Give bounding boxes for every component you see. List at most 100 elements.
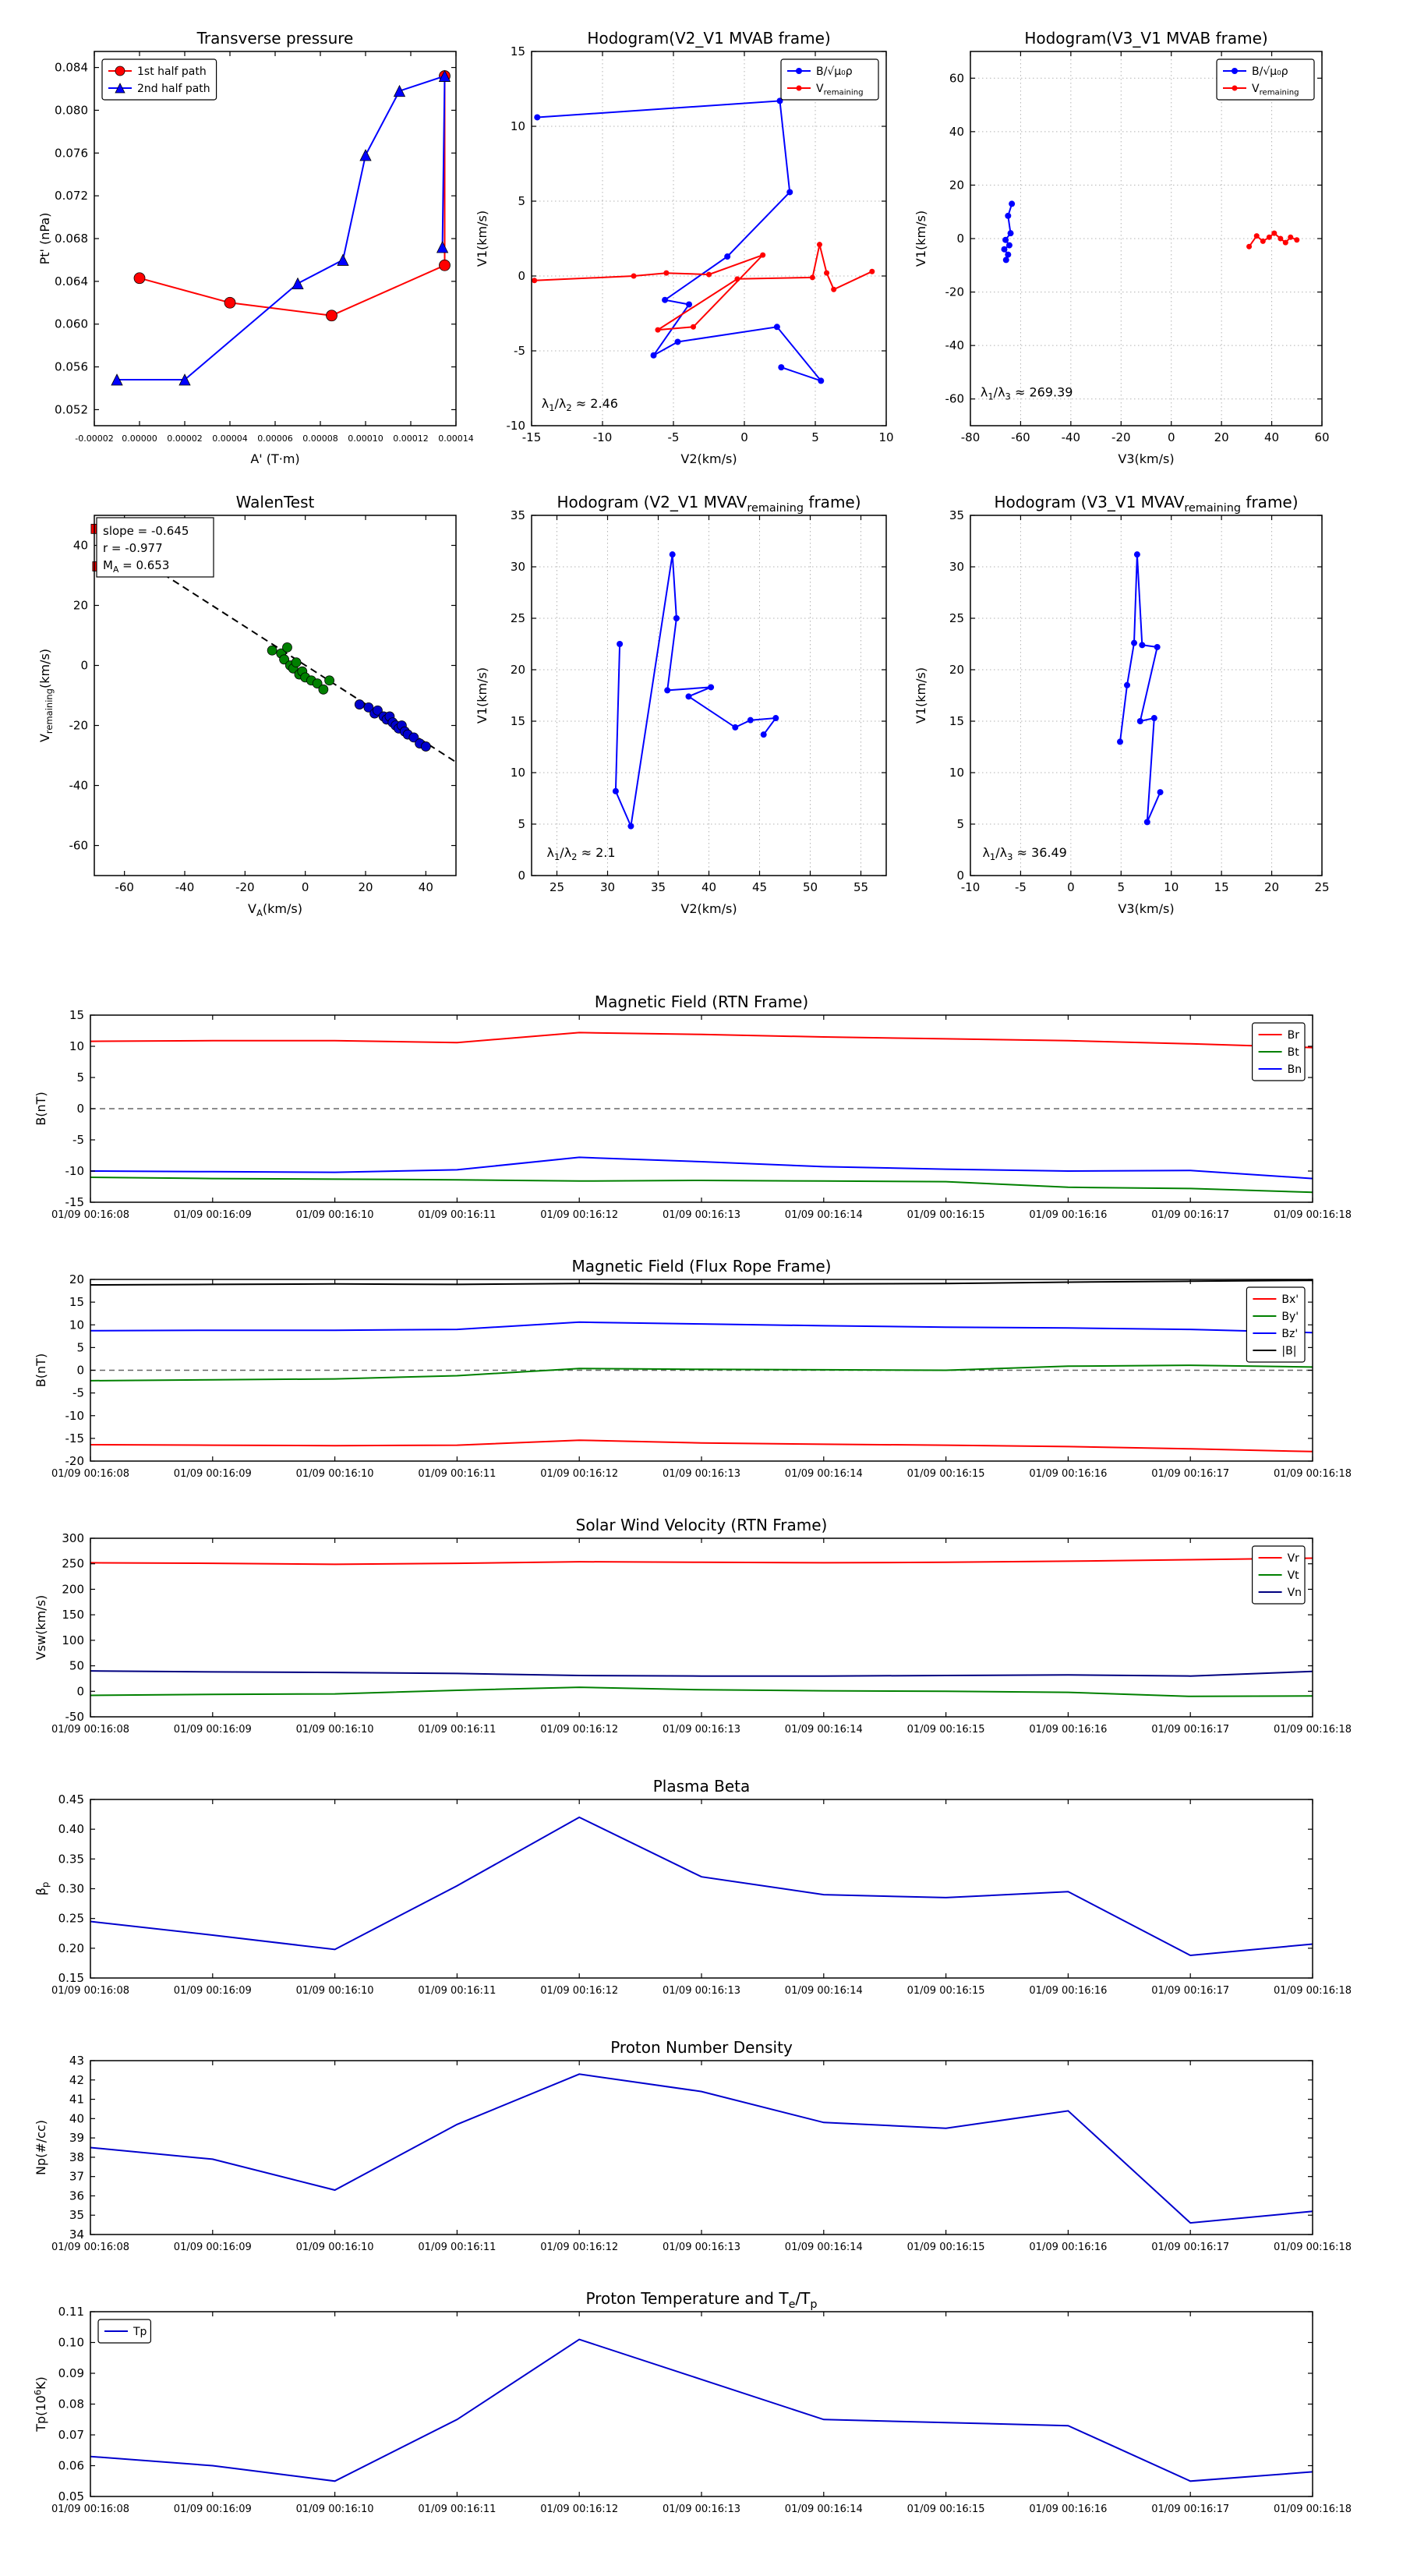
x-tick-label: 0.00004 [212, 433, 248, 444]
marker-point [1253, 233, 1260, 239]
y-axis-label: Tp(106K) [32, 2376, 48, 2433]
legend-label: B/√μ₀ρ [816, 65, 853, 78]
x-tick-label: 01/09 00:16:10 [296, 1209, 374, 1221]
marker-point [532, 278, 538, 284]
marker-point [650, 352, 657, 359]
y-tick-label: 0.07 [58, 2428, 84, 2442]
series-line [1119, 554, 1161, 823]
x-tick-label: 0 [302, 880, 309, 894]
y-tick-label: 35 [69, 2208, 84, 2222]
chart-plasma-beta: 01/09 00:16:08 01/09 00:16:09 01/09 00:16:… [34, 1777, 1352, 1997]
x-axis-label: V2(km/s) [680, 901, 737, 916]
marker-point [1009, 200, 1016, 207]
y-axis-label: V1(km/s) [475, 667, 489, 724]
chart-hodogram-v2v1-mvav: 25 30 35 40 45 50 55 0 5 10 15 20 25 30 35 Hodogram (V2… [475, 493, 887, 916]
y-tick-label: 0 [76, 1102, 84, 1116]
y-tick-label: 50 [69, 1659, 84, 1673]
marker-point [363, 702, 374, 713]
x-tick-label: 50 [803, 880, 818, 894]
x-tick-label: 01/09 00:16:08 [51, 1724, 129, 1736]
plot-area [90, 2312, 1313, 2496]
x-tick-label: -0.00002 [75, 433, 113, 444]
legend-label: Vr [1288, 1552, 1300, 1565]
marker-point [778, 364, 785, 371]
y-tick-label: 25 [511, 611, 525, 625]
marker-point [1271, 230, 1278, 236]
marker-point [1260, 238, 1266, 244]
marker-point [354, 699, 365, 709]
marker-point [436, 241, 449, 253]
chart-title: Hodogram (V3_V1 MVAVremaining frame) [994, 493, 1298, 515]
marker-point [115, 83, 125, 94]
x-tick-label: -40 [1062, 430, 1081, 444]
marker-point [1002, 236, 1009, 243]
y-tick-label: 43 [69, 2054, 84, 2068]
x-tick-label: -10 [593, 430, 613, 444]
marker-point [796, 85, 802, 91]
chart-title: Hodogram(V2_V1 MVAB frame) [587, 29, 830, 48]
x-tick-label: 01/09 00:16:16 [1029, 1724, 1107, 1736]
legend-label: |B| [1281, 1345, 1296, 1357]
x-axis-label: V3(km/s) [1118, 901, 1174, 916]
legend-label: Bz' [1281, 1328, 1298, 1340]
marker-point [669, 551, 676, 558]
marker-point [673, 615, 680, 621]
y-tick-label: -40 [69, 779, 89, 793]
x-tick-label: -80 [961, 430, 981, 444]
marker-point [1157, 789, 1164, 796]
marker-point [1005, 251, 1012, 258]
y-tick-label: 0.35 [58, 1852, 84, 1866]
series-vn [90, 1670, 1313, 1677]
x-tick-label: 25 [1314, 880, 1329, 894]
marker-point [686, 301, 693, 308]
stats-line: r = -0.977 [103, 541, 163, 555]
series-second-half-path [111, 69, 451, 386]
x-tick-label: 0.00012 [393, 433, 429, 444]
series-line [90, 1321, 1313, 1334]
marker-point [627, 823, 634, 830]
x-tick-label: 01/09 00:16:10 [296, 2242, 374, 2253]
chart-magnetic-field-rtn: 01/09 00:16:08 01/09 00:16:09 01/09 00:16:… [34, 993, 1352, 1221]
y-tick-label: 0 [518, 869, 525, 883]
y-tick-label: 0 [80, 659, 88, 673]
series-line [90, 2338, 1313, 2482]
y-tick-label: 35 [949, 508, 964, 522]
marker-point [282, 642, 292, 653]
marker-point [115, 65, 125, 76]
x-tick-label: 01/09 00:16:15 [907, 1468, 985, 1480]
x-tick-label: -10 [961, 880, 981, 894]
y-tick-label: 10 [511, 119, 525, 133]
plot-area [90, 2061, 1313, 2235]
x-tick-label: 01/09 00:16:12 [540, 1468, 618, 1480]
y-tick-label: 5 [76, 1070, 84, 1085]
x-tick-label: 01/09 00:16:15 [907, 1985, 985, 1997]
marker-point [393, 84, 406, 97]
series-line [90, 1816, 1313, 1957]
x-tick-label: 01/09 00:16:18 [1274, 1209, 1352, 1221]
legend-label: B/√μ₀ρ [1252, 65, 1288, 78]
series-line [90, 1686, 1313, 1697]
y-tick-label: 10 [69, 1318, 84, 1332]
marker-point [1133, 551, 1140, 558]
x-tick-label: -20 [235, 880, 255, 894]
y-tick-label: 0.076 [55, 146, 88, 160]
x-tick-label: 01/09 00:16:11 [418, 2503, 496, 2515]
y-tick-label: -20 [945, 285, 965, 299]
x-tick-label: 01/09 00:16:18 [1274, 1724, 1352, 1736]
x-tick-label: 01/09 00:16:08 [51, 1985, 129, 1997]
marker-point [690, 324, 696, 330]
series-line [117, 75, 446, 380]
annotation-text: λ1/λ3 ≈ 36.49 [982, 845, 1066, 862]
marker-point [324, 675, 335, 686]
x-tick-label: 01/09 00:16:11 [418, 2242, 496, 2253]
y-tick-label: 0.09 [58, 2366, 84, 2380]
y-tick-label: 0.05 [58, 2489, 84, 2503]
x-tick-label: -15 [522, 430, 542, 444]
marker-point [706, 271, 712, 278]
y-tick-label: 100 [62, 1633, 84, 1647]
x-tick-label: 01/09 00:16:09 [174, 2503, 252, 2515]
y-tick-label: 0.060 [55, 317, 88, 331]
marker-point [1007, 230, 1014, 237]
series-bz [90, 1321, 1313, 1334]
chart-title: Transverse pressure [196, 29, 354, 48]
